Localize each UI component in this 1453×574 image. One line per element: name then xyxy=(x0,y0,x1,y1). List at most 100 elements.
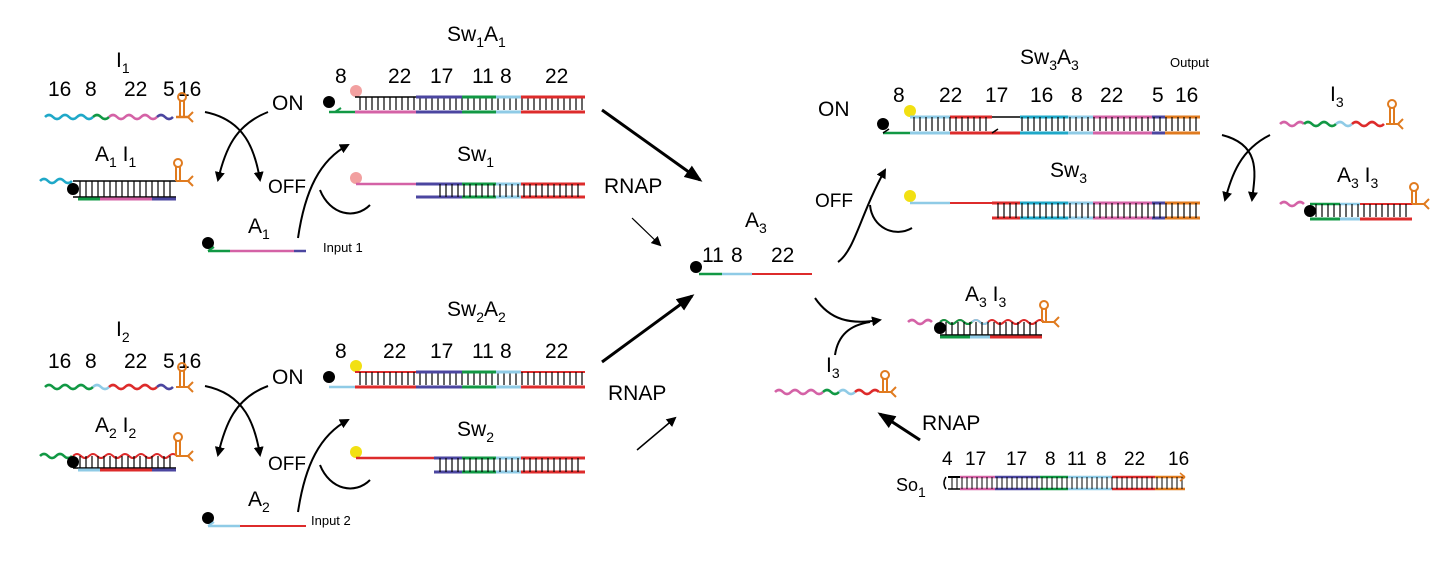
activator-a3-segment-labels: 11 8 22 xyxy=(702,244,794,267)
switch-2-segment-labels: 8 22 17 11 8 22 xyxy=(335,340,568,363)
segment-label: 22 xyxy=(124,78,147,101)
segment-label: 16 xyxy=(1030,84,1053,107)
right-module: Sw3A3 Output ON 8 22 17 16 8 22 5 16 xyxy=(774,46,1430,500)
arrow-switch-release-2 xyxy=(319,464,371,490)
segment-label: 5 xyxy=(1152,84,1164,107)
segment-label: 4 xyxy=(942,449,953,470)
segment-label: 5 xyxy=(163,350,175,373)
complex-a3-i3-label: A3 I3 xyxy=(1337,164,1379,191)
complex-a2-i2-label: A2 I2 xyxy=(95,414,137,441)
segment-label: 22 xyxy=(1100,84,1123,107)
complex-a3-i3-duplex xyxy=(1279,182,1430,221)
activator-a2-strand xyxy=(202,512,306,528)
arrow-i3-merge xyxy=(834,321,871,356)
off-label-2: OFF xyxy=(268,454,306,475)
arrow-on-to-off-2 xyxy=(204,385,264,457)
arrow-to-complex xyxy=(214,111,269,182)
switch-sw3-duplex xyxy=(904,190,1200,220)
segment-label: 8 xyxy=(500,340,512,363)
on-label-1: ON xyxy=(272,92,304,115)
arrow-sw1a1-to-a3 xyxy=(601,108,703,182)
arrow-complex-to-i3 xyxy=(1222,134,1271,202)
segment-label: 22 xyxy=(545,65,568,88)
arrow-sw3-release xyxy=(869,204,913,233)
segment-label: 16 xyxy=(178,78,201,101)
segment-label: 16 xyxy=(48,78,71,101)
arrow-source-to-i3 xyxy=(877,412,921,442)
segment-label: 11 xyxy=(702,244,724,267)
inhibitor-2-label: I2 xyxy=(116,318,130,345)
mid-complex-a3-i3-duplex xyxy=(907,300,1060,339)
arrow-a3-to-mid-complex xyxy=(814,297,882,327)
segment-label: 8 xyxy=(1071,84,1083,107)
off-label-3: OFF xyxy=(815,191,853,212)
mid-inhibitor-i3-strand xyxy=(774,370,897,398)
segment-label: 8 xyxy=(85,350,97,373)
segment-label: 8 xyxy=(731,244,743,267)
top-left-module: I1 16 8 22 5 16 A1 I1 xyxy=(39,23,585,255)
inhibitor-i3-strand xyxy=(1279,99,1404,130)
input-1-label: Input 1 xyxy=(323,240,363,255)
segment-label: 8 xyxy=(500,65,512,88)
switch-complex-sw1a1-label: Sw1A1 xyxy=(447,23,506,50)
arrow-sw2a2-to-a3 xyxy=(601,294,695,364)
switch-sw1-label: Sw1 xyxy=(457,143,494,170)
rnap-label-right: RNAP xyxy=(922,412,980,435)
switch-3-segment-labels: 8 22 17 16 8 22 5 16 xyxy=(893,84,1198,107)
switch-complex-sw3a3-duplex xyxy=(877,105,1200,135)
mid-complex-a3-i3-label: A3 I3 xyxy=(965,283,1007,310)
switch-sw2-label: Sw2 xyxy=(457,418,494,445)
segment-label: 22 xyxy=(545,340,568,363)
arrow-to-complex-2 xyxy=(214,385,269,457)
output-label: Output xyxy=(1170,55,1209,70)
segment-label: 17 xyxy=(965,449,986,470)
activator-a3-label: A3 xyxy=(745,209,767,236)
segment-label: 16 xyxy=(1175,84,1198,107)
segment-label: 16 xyxy=(1168,449,1189,470)
rnap-label-bottom: RNAP xyxy=(608,382,666,405)
activator-a1-strand xyxy=(202,237,306,253)
switch-complex-sw1a1-duplex xyxy=(323,85,585,114)
on-label-3: ON xyxy=(818,98,850,121)
center-module: RNAP RNAP A3 11 8 22 xyxy=(601,108,812,451)
segment-label: 11 xyxy=(1067,449,1087,470)
on-label-2: ON xyxy=(272,366,304,389)
arrow-switch-release xyxy=(319,189,371,215)
segment-label: 22 xyxy=(939,84,962,107)
segment-label: 22 xyxy=(388,65,411,88)
switch-complex-sw2a2-label: Sw2A2 xyxy=(447,298,506,325)
source-so1-label: So1 xyxy=(896,475,926,500)
segment-label: 17 xyxy=(1006,449,1027,470)
inhibitor-1-segment-labels: 16 8 22 5 16 xyxy=(48,78,201,101)
segment-label: 17 xyxy=(985,84,1008,107)
segment-label: 5 xyxy=(163,78,175,101)
arrow-sw2-to-a3 xyxy=(636,416,677,451)
arrow-sw1-to-a3 xyxy=(631,217,662,247)
rnap-label-top: RNAP xyxy=(604,175,662,198)
inhibitor-2-strand xyxy=(44,362,194,393)
switch-sw1-duplex xyxy=(350,172,585,199)
activator-a2-label: A2 xyxy=(248,488,270,515)
segment-label: 16 xyxy=(48,350,71,373)
switch-sw2-duplex xyxy=(350,446,585,474)
arrow-input-2-binding xyxy=(297,419,350,513)
activator-a3-strand xyxy=(690,261,812,276)
inhibitor-1-label: I1 xyxy=(116,49,130,76)
input-2-label: Input 2 xyxy=(311,513,351,528)
segment-label: 8 xyxy=(1045,449,1056,470)
segment-label: 22 xyxy=(1124,449,1145,470)
segment-label: 22 xyxy=(124,350,147,373)
switch-complex-sw2a2-duplex xyxy=(323,360,585,389)
segment-label: 8 xyxy=(893,84,905,107)
segment-label: 8 xyxy=(335,340,347,363)
segment-label: 11 xyxy=(472,65,494,88)
arrow-input-1-binding xyxy=(297,144,350,239)
segment-label: 17 xyxy=(430,65,453,88)
activator-a1-label: A1 xyxy=(248,215,270,242)
switch-1-segment-labels: 8 22 17 11 8 22 xyxy=(335,65,568,88)
segment-label: 22 xyxy=(771,244,794,267)
complex-a1-i1-label: A1 I1 xyxy=(95,143,137,170)
source-so1-duplex xyxy=(943,472,1186,491)
segment-label: 8 xyxy=(85,78,97,101)
